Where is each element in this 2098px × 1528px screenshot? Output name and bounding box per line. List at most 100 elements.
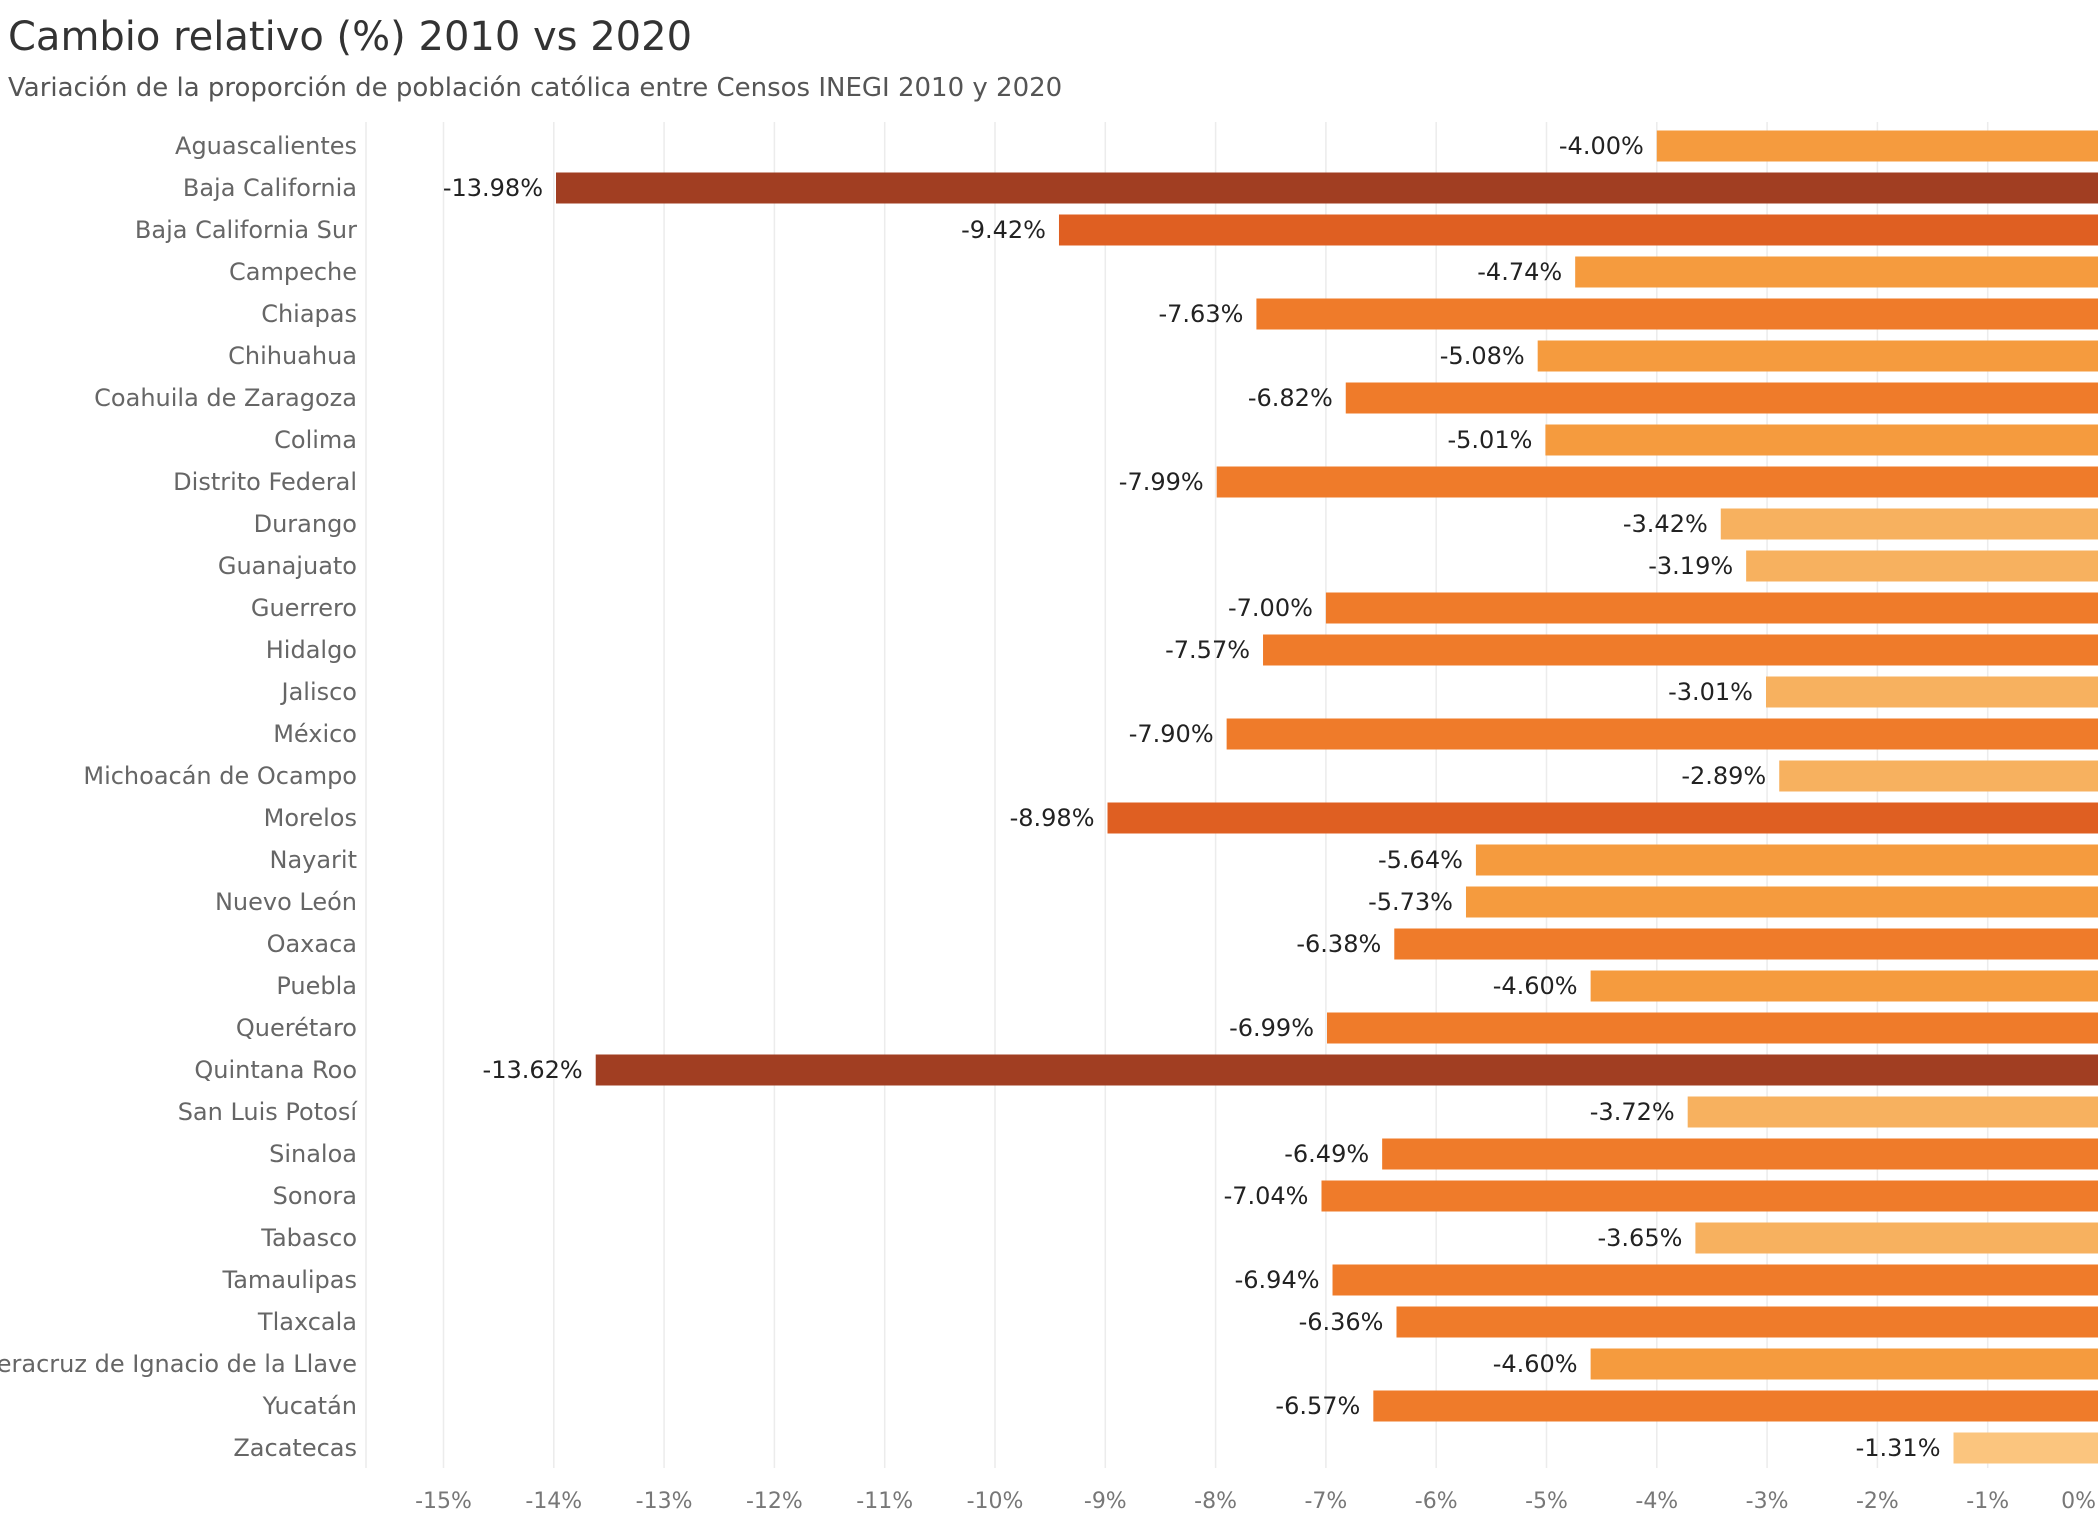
- x-tick-label: -12%: [746, 1489, 803, 1514]
- value-label: -1.31%: [1856, 1434, 1941, 1462]
- value-label: -3.72%: [1590, 1098, 1675, 1126]
- x-tick-label: -9%: [1084, 1489, 1127, 1514]
- bar: [1345, 382, 2098, 414]
- x-tick-label: -1%: [1966, 1489, 2009, 1514]
- value-label: -4.00%: [1559, 132, 1644, 160]
- category-label: Colima: [274, 426, 357, 454]
- chart-title: Cambio relativo (%) 2010 vs 2020: [8, 14, 693, 60]
- value-label: -6.36%: [1299, 1308, 1384, 1336]
- value-label: -8.98%: [1010, 804, 1095, 832]
- value-label: -7.57%: [1165, 636, 1250, 664]
- bar: [1590, 1348, 2098, 1380]
- x-tick-label: -3%: [1746, 1489, 1789, 1514]
- x-axis-ticks: -15% -14% -13% -12% -11% -10% -9% -8% -7% -6% -5% -…: [415, 1489, 2096, 1514]
- category-label: Oaxaca: [267, 930, 357, 958]
- x-tick-label: -2%: [1856, 1489, 1899, 1514]
- category-label: Yucatán: [262, 1392, 357, 1420]
- value-label: -4.60%: [1493, 1350, 1578, 1378]
- bar: [1325, 592, 2098, 624]
- chart-subtitle: Variación de la proporción de población …: [8, 73, 1063, 103]
- bar: [1465, 886, 2098, 918]
- bar: [1953, 1432, 2098, 1464]
- x-tick-label: -6%: [1415, 1489, 1458, 1514]
- value-label: -6.38%: [1296, 930, 1381, 958]
- bar: [1321, 1180, 2098, 1212]
- category-label: Baja California: [183, 174, 357, 202]
- value-label: -5.64%: [1378, 846, 1463, 874]
- bar: [1396, 1306, 2098, 1338]
- category-label: Distrito Federal: [173, 468, 357, 496]
- bar: [595, 1054, 2098, 1086]
- value-label: -6.49%: [1284, 1140, 1369, 1168]
- bar: [1537, 340, 2098, 372]
- value-label: -3.01%: [1668, 678, 1753, 706]
- bar: [1327, 1012, 2098, 1044]
- value-label: -6.57%: [1275, 1392, 1360, 1420]
- value-label: -7.63%: [1159, 300, 1244, 328]
- bar: [1695, 1222, 2098, 1254]
- value-label: -3.42%: [1623, 510, 1708, 538]
- value-labels: -4.00% -13.98% -9.42% -4.74% -7.63% -5.08% -6.…: [443, 132, 1941, 1462]
- x-tick-label: -13%: [636, 1489, 693, 1514]
- bar: [1226, 718, 2098, 750]
- bar: [1590, 970, 2098, 1002]
- value-label: -3.19%: [1648, 552, 1733, 580]
- bar: [1058, 214, 2098, 246]
- bar: [1746, 550, 2098, 582]
- bar: [1720, 508, 2098, 540]
- category-label: Puebla: [276, 972, 357, 1000]
- bar: [1687, 1096, 2098, 1128]
- x-tick-label: -8%: [1194, 1489, 1237, 1514]
- category-label: Nuevo León: [215, 888, 357, 916]
- category-label: Sinaloa: [269, 1140, 357, 1168]
- value-label: -5.73%: [1368, 888, 1453, 916]
- value-label: -13.98%: [443, 174, 543, 202]
- category-label: Querétaro: [236, 1014, 357, 1042]
- category-label: Jalisco: [279, 678, 357, 706]
- category-label: Sonora: [273, 1182, 357, 1210]
- bar: [1107, 802, 2098, 834]
- value-label: -6.94%: [1235, 1266, 1320, 1294]
- value-label: -6.99%: [1229, 1014, 1314, 1042]
- value-label: -13.62%: [483, 1056, 583, 1084]
- value-label: -9.42%: [961, 216, 1046, 244]
- bar: [1475, 844, 2098, 876]
- value-label: -4.60%: [1493, 972, 1578, 1000]
- category-label: Chihuahua: [228, 342, 357, 370]
- category-label: Michoacán de Ocampo: [83, 762, 357, 790]
- value-label: -7.99%: [1119, 468, 1204, 496]
- x-tick-label: -14%: [525, 1489, 582, 1514]
- category-label: Guanajuato: [218, 552, 357, 580]
- category-label: Morelos: [264, 804, 357, 832]
- bars: [556, 130, 2098, 1464]
- bar: [556, 172, 2098, 204]
- x-tick-label: -4%: [1635, 1489, 1678, 1514]
- category-label: Zacatecas: [233, 1434, 357, 1462]
- category-label: Baja California Sur: [135, 216, 357, 244]
- value-label: -5.08%: [1440, 342, 1525, 370]
- bar: [1779, 760, 2098, 792]
- x-tick-label: -11%: [856, 1489, 913, 1514]
- x-tick-label: -10%: [967, 1489, 1024, 1514]
- bar: [1394, 928, 2098, 960]
- x-tick-label: -7%: [1304, 1489, 1347, 1514]
- category-label: Aguascalientes: [175, 132, 357, 160]
- category-label: Guerrero: [251, 594, 357, 622]
- value-label: -7.90%: [1129, 720, 1214, 748]
- value-label: -6.82%: [1248, 384, 1333, 412]
- category-label: San Luis Potosí: [178, 1098, 359, 1126]
- bar: [1373, 1390, 2098, 1422]
- bar: [1332, 1264, 2098, 1296]
- category-label: Campeche: [229, 258, 357, 286]
- category-label: Durango: [254, 510, 357, 538]
- value-label: -2.89%: [1681, 762, 1766, 790]
- bar: [1765, 676, 2098, 708]
- bar: [1545, 424, 2098, 456]
- category-label: Tabasco: [260, 1224, 357, 1252]
- bar: [1382, 1138, 2098, 1170]
- x-tick-label: 0%: [2061, 1489, 2096, 1514]
- bar: [1656, 130, 2098, 162]
- category-labels: Aguascalientes Baja California Baja Califo…: [0, 132, 358, 1462]
- category-label: Tlaxcala: [257, 1308, 357, 1336]
